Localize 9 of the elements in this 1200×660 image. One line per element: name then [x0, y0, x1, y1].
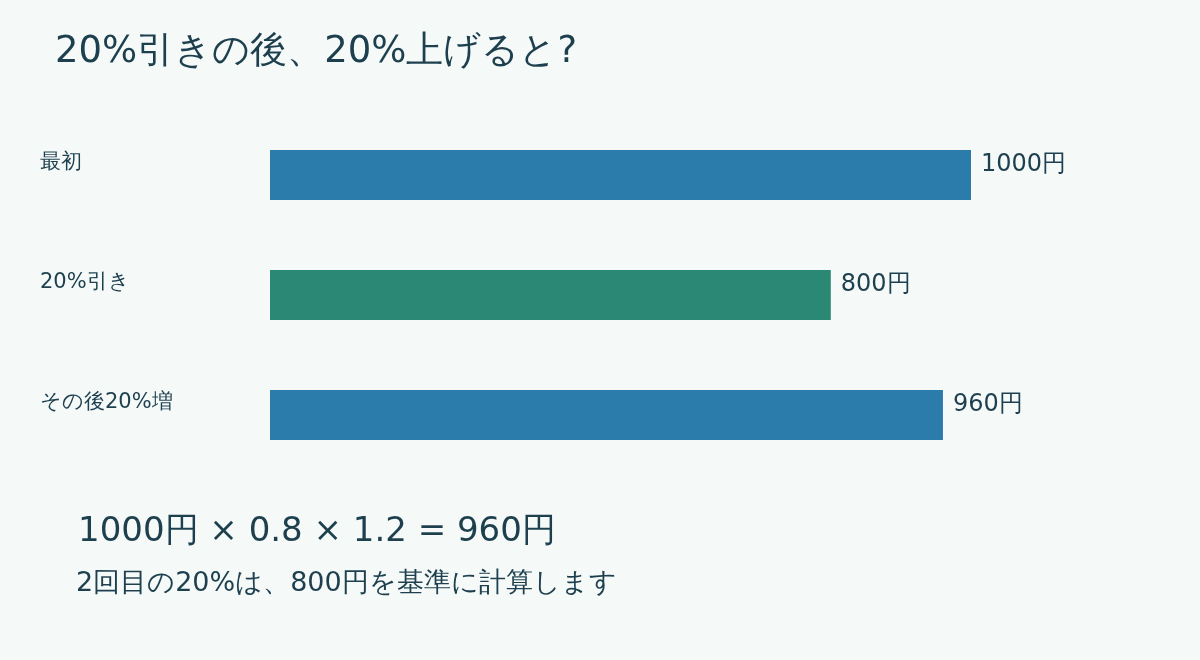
chart-title: 20%引きの後、20%上げると?	[55, 27, 578, 73]
text: 1000円 × 0.8 × 1.2 = 960円	[78, 508, 557, 551]
y-tick-label: 20%引き	[40, 269, 130, 294]
data-label: 800円	[840, 269, 911, 298]
y-tick-label: 最初	[40, 149, 82, 174]
data-label: 960円	[952, 389, 1023, 418]
text: 2回目の20%は、800円を基準に計算します	[76, 565, 617, 599]
data-label: 1000円	[981, 149, 1067, 178]
y-tick-label: その後20%増	[40, 389, 173, 414]
